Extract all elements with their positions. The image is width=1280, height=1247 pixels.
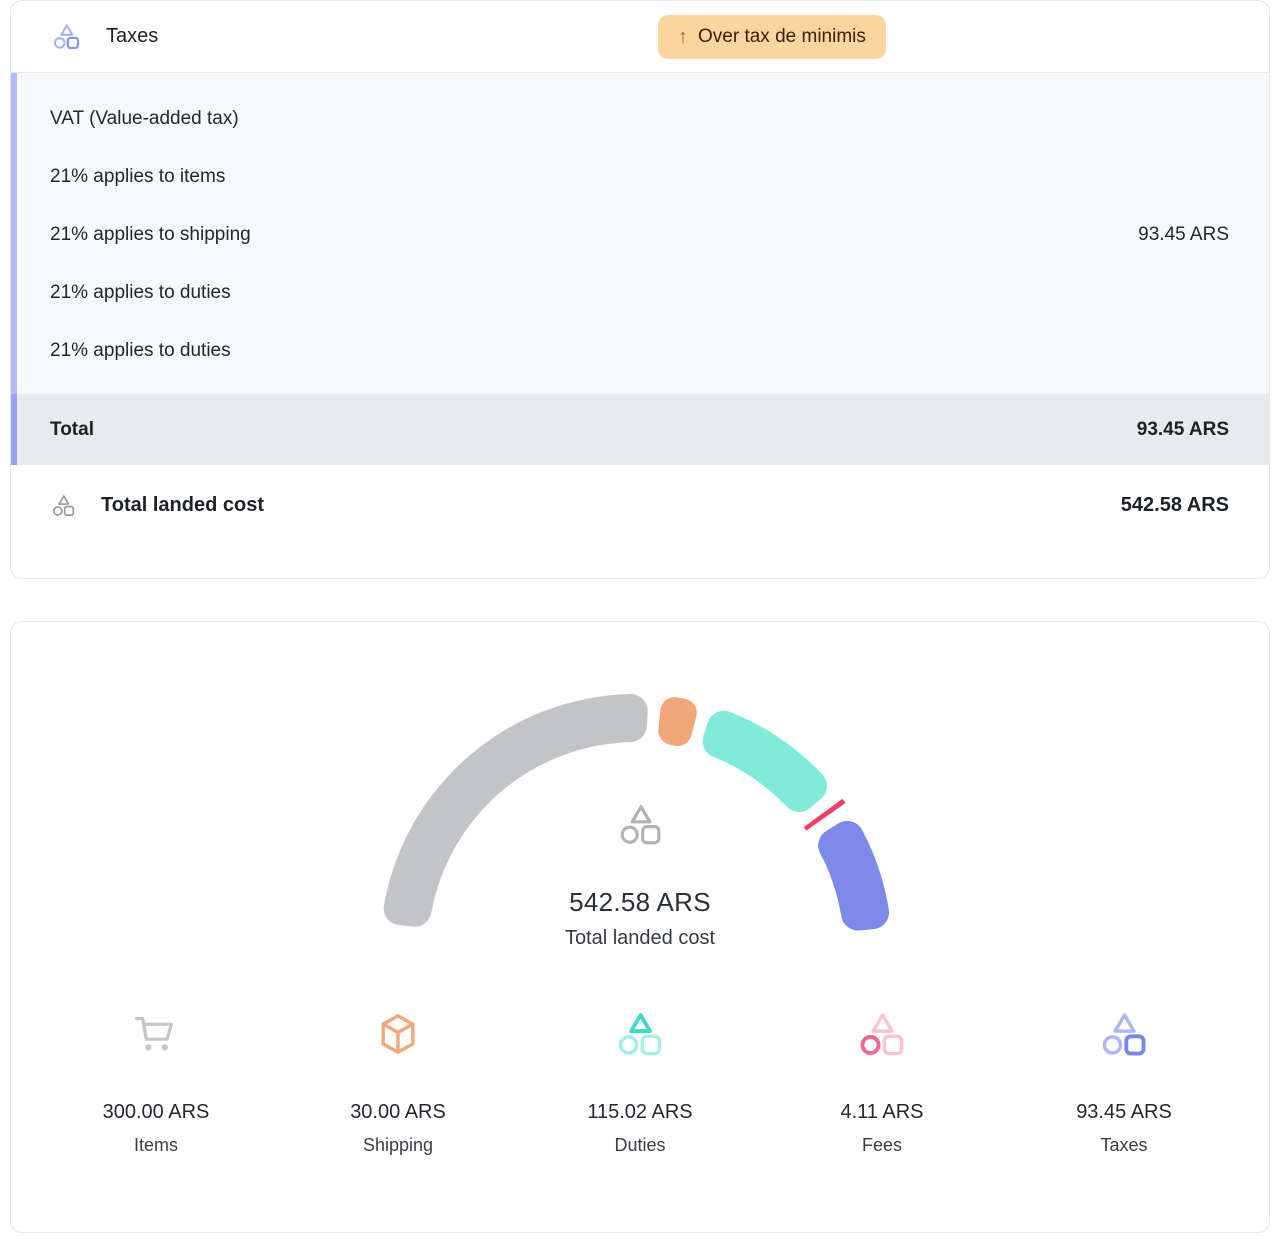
gauge-segment-shipping <box>658 697 697 746</box>
legend-label: Duties <box>614 1135 666 1155</box>
legend-label: Taxes <box>1100 1135 1148 1155</box>
tax-line-value: 93.45 ARS <box>1138 224 1229 245</box>
arrow-up-icon: ↑ <box>678 25 688 48</box>
logo-circle-icon <box>859 1010 905 1058</box>
gauge-segment-duties <box>702 710 827 812</box>
tax-line-label: 21% applies to shipping <box>50 224 251 245</box>
landed-cost-logo-icon <box>52 494 75 517</box>
legend-item-fees: 4.11 ARS Fees <box>761 1010 1003 1157</box>
gauge-segment-items <box>383 694 648 927</box>
legend-amount: 93.45 ARS <box>1076 1101 1172 1123</box>
landed-cost-gauge <box>383 694 890 931</box>
legend-item-shipping: 30.00 ARS Shipping <box>277 1010 519 1157</box>
total-landed-cost-label: Total landed cost <box>101 493 264 516</box>
tax-breakdown-row: 21% applies to items <box>50 148 1229 206</box>
legend-item-items: 300.00 ARS Items <box>35 1010 277 1157</box>
package-icon <box>376 1010 420 1058</box>
tax-breakdown-row: VAT (Value-added tax) <box>50 90 1229 148</box>
legend-item-taxes: 93.45 ARS Taxes <box>1003 1010 1245 1157</box>
tax-breakdown-rows: VAT (Value-added tax) 21% applies to item… <box>50 90 1229 380</box>
tax-breakdown-section: VAT (Value-added tax) 21% applies to item… <box>11 73 1269 394</box>
tax-total-label: Total <box>50 418 94 440</box>
tax-total-row: Total 93.45 ARS <box>11 394 1269 465</box>
landed-cost-chart-card: 542.58 ARS Total landed cost 300.00 ARS I… <box>10 621 1270 1233</box>
legend-amount: 4.11 ARS <box>840 1101 924 1123</box>
tax-line-label: 21% applies to duties <box>50 340 231 361</box>
cart-icon <box>133 1010 179 1058</box>
taxes-card-header: Taxes ↑ Over tax de minimis <box>11 1 1269 73</box>
tax-line-label: 21% applies to duties <box>50 282 231 303</box>
legend-amount: 115.02 ARS <box>587 1101 693 1123</box>
over-tax-de-minimis-badge: ↑ Over tax de minimis <box>658 15 886 59</box>
legend-item-duties: 115.02 ARS Duties <box>519 1010 761 1157</box>
tax-line-label: 21% applies to items <box>50 166 226 187</box>
legend-amount: 30.00 ARS <box>350 1101 446 1123</box>
logo-triangle-icon <box>617 1010 663 1058</box>
legend-amount: 300.00 ARS <box>102 1101 210 1123</box>
gauge-segment-fees <box>803 798 846 831</box>
legend-label: Shipping <box>362 1135 434 1155</box>
tax-breakdown-row: 21% applies to duties <box>50 264 1229 322</box>
total-landed-cost-row: Total landed cost 542.58 ARS <box>11 465 1269 545</box>
tax-total-value: 93.45 ARS <box>1136 418 1229 440</box>
taxes-card: Taxes ↑ Over tax de minimis VAT (Value-a… <box>10 0 1270 579</box>
gauge-segment-taxes <box>818 820 890 931</box>
badge-label: Over tax de minimis <box>698 26 866 47</box>
taxes-card-title: Taxes <box>106 25 159 47</box>
legend-label: Items <box>133 1135 178 1155</box>
total-landed-cost-value: 542.58 ARS <box>1120 493 1229 516</box>
logo-square-icon <box>1101 1010 1147 1058</box>
chart-legend: 300.00 ARS Items 30.00 ARS Shipping 115.02… <box>35 1010 1245 1157</box>
tax-line-label: VAT (Value-added tax) <box>50 108 239 129</box>
tax-breakdown-row: 21% applies to duties <box>50 322 1229 380</box>
taxes-logo-icon <box>53 23 80 50</box>
tax-breakdown-row: 21% applies to shipping 93.45 ARS <box>50 206 1229 264</box>
legend-label: Fees <box>861 1135 903 1155</box>
